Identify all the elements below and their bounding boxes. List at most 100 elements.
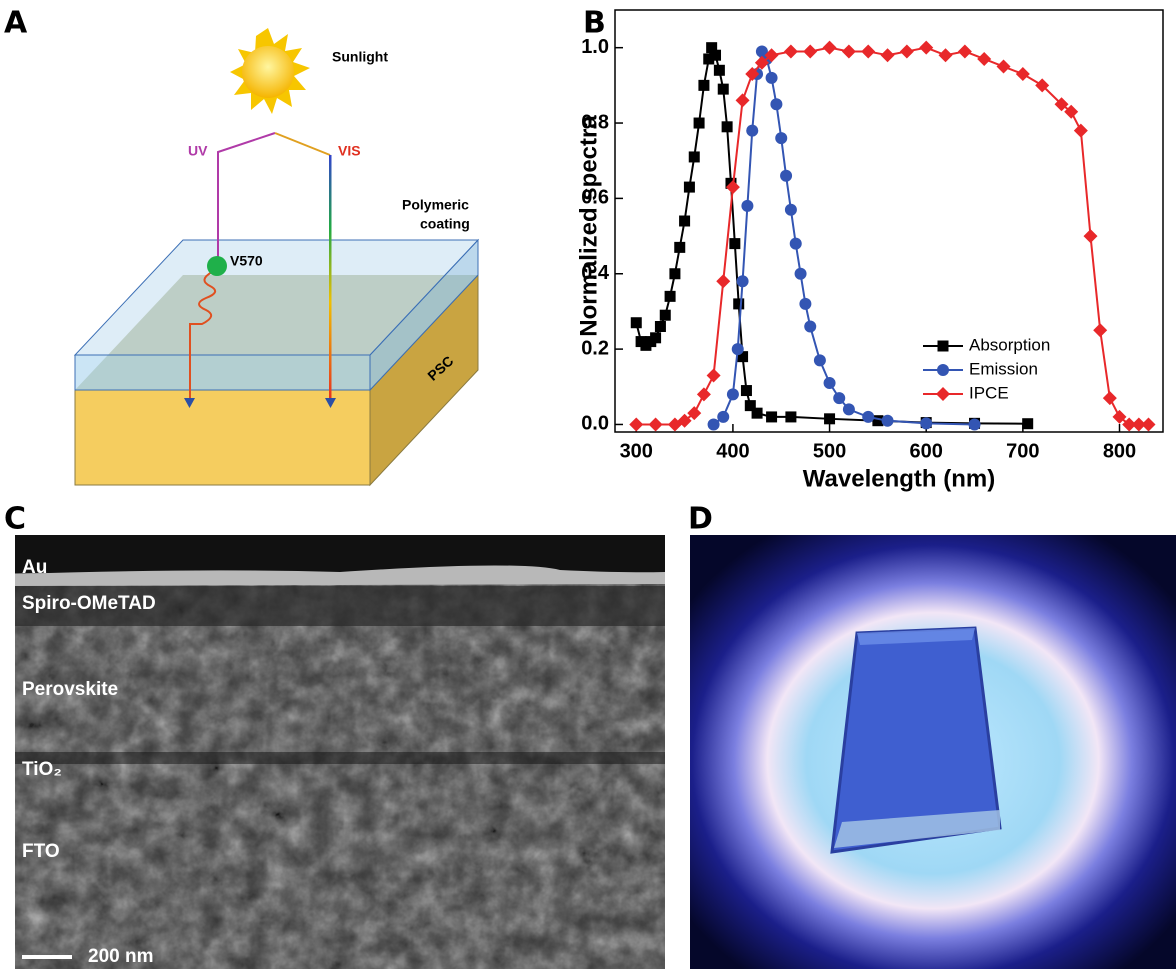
data-point	[1084, 229, 1098, 243]
x-axis-label: Wavelength (nm)	[803, 465, 995, 492]
panel-label: D	[688, 502, 713, 537]
sun	[230, 28, 310, 114]
data-point	[804, 321, 816, 333]
data-point	[752, 408, 763, 419]
x-tick-label: 300	[620, 440, 653, 462]
legend-label: Emission	[969, 359, 1038, 378]
coating-label: Polymeric	[402, 197, 469, 213]
data-point	[717, 411, 729, 423]
data-point	[1093, 323, 1107, 337]
data-point	[679, 216, 690, 227]
data-point	[900, 44, 914, 58]
data-point	[684, 182, 695, 193]
data-point	[919, 41, 933, 55]
layer-label: Au	[22, 557, 47, 578]
data-point	[997, 60, 1011, 74]
legend-marker	[936, 387, 950, 401]
data-point	[882, 415, 894, 427]
x-tick-label: 700	[1006, 440, 1039, 462]
data-point	[977, 52, 991, 66]
data-point	[842, 44, 856, 58]
data-point	[694, 118, 705, 129]
data-point	[669, 268, 680, 279]
data-point	[780, 170, 792, 182]
data-point	[714, 65, 725, 76]
data-point	[814, 354, 826, 366]
data-point	[785, 411, 796, 422]
data-point	[707, 368, 721, 382]
data-point	[1142, 417, 1156, 431]
data-point	[736, 93, 750, 107]
layer-label: TiO₂	[22, 759, 62, 780]
data-point	[803, 44, 817, 58]
data-point	[727, 388, 739, 400]
y-tick-label: 0.2	[581, 337, 609, 359]
data-point	[939, 48, 953, 62]
data-point	[766, 411, 777, 422]
data-point	[1022, 418, 1033, 429]
data-point	[729, 238, 740, 249]
data-point	[766, 72, 778, 84]
data-point	[784, 44, 798, 58]
x-tick-label: 500	[813, 440, 846, 462]
data-point	[716, 274, 730, 288]
legend-label: IPCE	[969, 383, 1009, 402]
y-tick-label: 0.0	[581, 413, 609, 435]
data-point	[824, 377, 836, 389]
vis-label: VIS	[338, 143, 361, 159]
data-point	[746, 125, 758, 137]
data-point	[790, 238, 802, 250]
series-line	[714, 51, 975, 424]
chart: 0.00.20.40.60.81.0300400500600700800Wave…	[575, 10, 1163, 492]
x-tick-label: 400	[716, 440, 749, 462]
scale-bar	[22, 955, 72, 959]
data-point	[969, 418, 981, 430]
data-point	[823, 41, 837, 55]
data-point	[741, 385, 752, 396]
data-point	[649, 417, 663, 431]
sem-image: Au Spiro-OMeTAD Perovskite TiO₂ FTO 200 …	[15, 535, 665, 969]
data-point	[629, 417, 643, 431]
data-point	[698, 80, 709, 91]
plot-frame	[615, 10, 1163, 432]
scale-bar-label: 200 nm	[88, 946, 153, 967]
data-point	[655, 321, 666, 332]
data-point	[862, 411, 874, 423]
layer-label: Spiro-OMeTAD	[22, 593, 156, 614]
legend-label: Absorption	[969, 335, 1050, 354]
panel-label: C	[4, 502, 26, 537]
data-point	[718, 84, 729, 95]
legend-marker	[938, 341, 949, 352]
coating-label: coating	[420, 216, 470, 232]
data-point	[674, 242, 685, 253]
data-point	[733, 298, 744, 309]
data-point	[843, 403, 855, 415]
data-point	[958, 44, 972, 58]
data-point	[722, 121, 733, 132]
series-line	[636, 48, 1148, 425]
data-point	[631, 317, 642, 328]
data-point	[660, 310, 671, 321]
data-point	[770, 98, 782, 110]
uv-label: UV	[188, 143, 208, 159]
data-point	[799, 298, 811, 310]
data-point	[689, 151, 700, 162]
data-point	[650, 332, 661, 343]
data-point	[775, 132, 787, 144]
data-point	[920, 417, 932, 429]
data-point	[785, 204, 797, 216]
data-point	[795, 268, 807, 280]
layer-label: Perovskite	[22, 679, 118, 700]
data-point	[881, 48, 895, 62]
data-point	[710, 50, 721, 61]
data-point	[1016, 67, 1030, 81]
data-point	[1074, 124, 1088, 138]
photo	[690, 535, 1176, 969]
data-point	[741, 200, 753, 212]
legend-marker	[937, 364, 949, 376]
data-point	[1103, 391, 1117, 405]
y-axis-label: Normalized spectra	[575, 115, 602, 337]
data-point	[737, 275, 749, 287]
data-point	[665, 291, 676, 302]
dye-label: V570	[230, 253, 263, 269]
